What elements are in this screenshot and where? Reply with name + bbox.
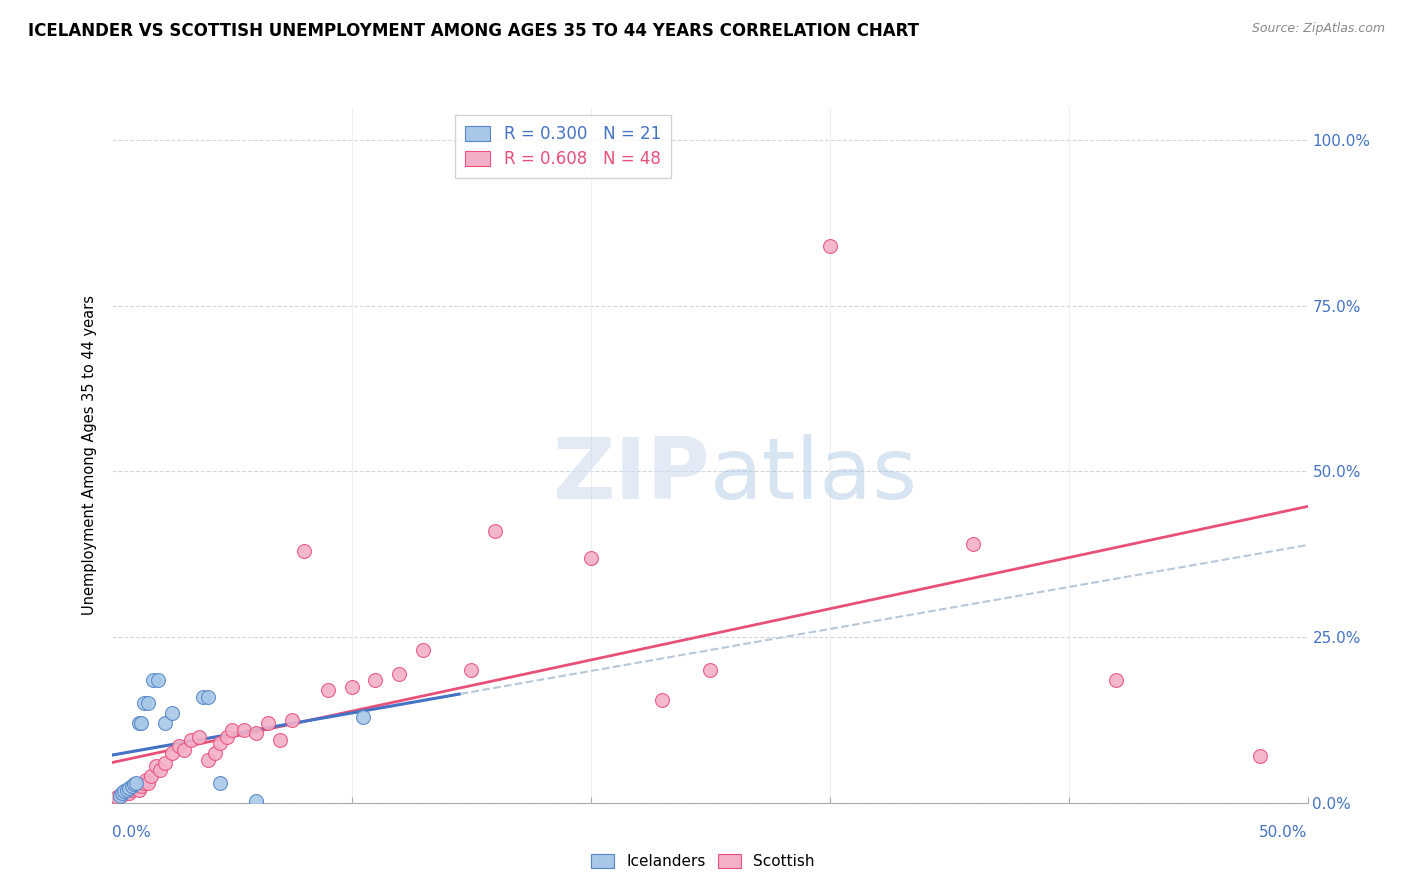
Point — [153, 756, 176, 770]
Point — [208, 736, 231, 750]
Point — [114, 786, 135, 800]
Point — [118, 786, 141, 800]
Point — [115, 784, 138, 798]
Point — [579, 550, 602, 565]
Point — [316, 683, 339, 698]
Point — [651, 693, 673, 707]
Point — [460, 663, 482, 677]
Text: atlas: atlas — [710, 434, 918, 517]
Point — [111, 786, 134, 800]
Text: 0.0%: 0.0% — [112, 825, 152, 840]
Text: ZIP: ZIP — [553, 434, 710, 517]
Point — [484, 524, 506, 538]
Point — [204, 746, 226, 760]
Point — [108, 789, 131, 804]
Point — [128, 782, 150, 797]
Point — [352, 709, 374, 723]
Point — [187, 730, 209, 744]
Point — [197, 753, 219, 767]
Point — [388, 666, 411, 681]
Legend: Icelanders, Scottish: Icelanders, Scottish — [585, 848, 821, 875]
Point — [257, 716, 280, 731]
Point — [114, 784, 135, 798]
Point — [193, 690, 215, 704]
Point — [1249, 749, 1271, 764]
Point — [105, 790, 128, 805]
Point — [108, 789, 131, 804]
Point — [132, 776, 155, 790]
Point — [818, 239, 841, 253]
Point — [129, 716, 152, 731]
Point — [162, 746, 183, 760]
Point — [340, 680, 363, 694]
Point — [173, 743, 195, 757]
Point — [269, 732, 291, 747]
Point — [125, 776, 148, 790]
Point — [132, 697, 155, 711]
Point — [162, 706, 183, 721]
Point — [197, 690, 219, 704]
Text: 50.0%: 50.0% — [1260, 825, 1308, 840]
Point — [125, 779, 148, 793]
Point — [121, 779, 143, 793]
Point — [292, 544, 315, 558]
Point — [111, 788, 134, 802]
Text: ICELANDER VS SCOTTISH UNEMPLOYMENT AMONG AGES 35 TO 44 YEARS CORRELATION CHART: ICELANDER VS SCOTTISH UNEMPLOYMENT AMONG… — [28, 22, 920, 40]
Point — [118, 781, 141, 796]
Point — [128, 716, 150, 731]
Point — [146, 673, 169, 688]
Point — [139, 769, 162, 783]
Text: Source: ZipAtlas.com: Source: ZipAtlas.com — [1251, 22, 1385, 36]
Point — [121, 782, 143, 797]
Point — [699, 663, 721, 677]
Point — [412, 643, 434, 657]
Point — [962, 537, 984, 551]
Point — [138, 697, 160, 711]
Point — [169, 739, 191, 754]
Legend: R = 0.300   N = 21, R = 0.608   N = 48: R = 0.300 N = 21, R = 0.608 N = 48 — [456, 115, 671, 178]
Point — [245, 795, 267, 809]
Point — [180, 732, 202, 747]
Point — [115, 782, 138, 797]
Point — [142, 673, 165, 688]
Point — [122, 781, 145, 796]
Point — [145, 759, 167, 773]
Point — [364, 673, 387, 688]
Point — [232, 723, 256, 737]
Point — [129, 779, 152, 793]
Point — [153, 716, 176, 731]
Point — [138, 776, 160, 790]
Point — [208, 776, 231, 790]
Point — [135, 772, 157, 787]
Point — [245, 726, 267, 740]
Y-axis label: Unemployment Among Ages 35 to 44 years: Unemployment Among Ages 35 to 44 years — [82, 295, 97, 615]
Point — [1105, 673, 1128, 688]
Point — [122, 777, 145, 791]
Point — [221, 723, 243, 737]
Point — [149, 763, 172, 777]
Point — [217, 730, 239, 744]
Point — [281, 713, 304, 727]
